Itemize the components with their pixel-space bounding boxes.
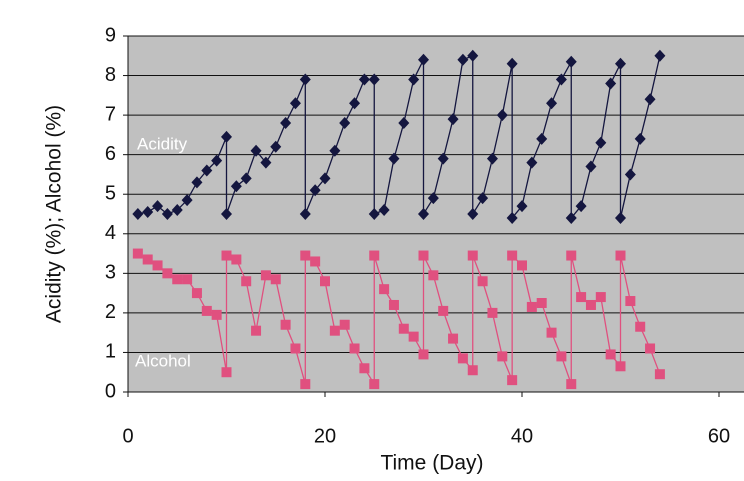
point	[507, 375, 517, 385]
point	[635, 322, 645, 332]
point	[192, 288, 202, 298]
point	[527, 302, 537, 312]
point	[359, 363, 369, 373]
y-tick-label: 7	[105, 103, 116, 125]
point	[222, 367, 232, 377]
chart: Time (Day) Acidity (%); Alcohol (%) Acid…	[0, 0, 744, 481]
y-tick-label: 5	[105, 183, 116, 205]
y-axis-title: Acidity (%); Alcohol (%)	[43, 105, 66, 323]
point	[497, 351, 507, 361]
point	[271, 274, 281, 284]
point	[300, 251, 310, 261]
point	[290, 343, 300, 353]
point	[340, 320, 350, 330]
point	[222, 251, 232, 261]
point	[409, 332, 419, 342]
point	[655, 369, 665, 379]
point	[350, 343, 360, 353]
point	[625, 296, 635, 306]
point	[133, 249, 143, 259]
point	[586, 300, 596, 310]
point	[517, 260, 527, 270]
point	[468, 251, 478, 261]
point	[153, 260, 163, 270]
point	[616, 361, 626, 371]
point	[428, 270, 438, 280]
y-tick-label: 4	[105, 222, 116, 244]
point	[330, 326, 340, 336]
x-tick-label: 40	[511, 425, 533, 447]
point	[537, 298, 547, 308]
point	[172, 274, 182, 284]
point	[241, 276, 251, 286]
point	[566, 251, 576, 261]
point	[251, 326, 261, 336]
point	[507, 251, 517, 261]
point	[261, 270, 271, 280]
y-tick-label: 0	[105, 380, 116, 402]
page: {"chart_data": {"type": "line", "xlabel"…	[0, 0, 744, 481]
point	[468, 365, 478, 375]
point	[143, 254, 153, 264]
point	[162, 268, 172, 278]
point	[596, 292, 606, 302]
point	[231, 254, 241, 264]
point	[487, 308, 497, 318]
point	[606, 349, 616, 359]
x-tick-label: 0	[122, 425, 133, 447]
point	[566, 379, 576, 389]
point	[320, 276, 330, 286]
point	[300, 379, 310, 389]
point	[419, 251, 429, 261]
point	[645, 343, 655, 353]
y-tick-label: 6	[105, 143, 116, 165]
x-tick-label: 60	[708, 425, 730, 447]
point	[458, 353, 468, 363]
point	[399, 324, 409, 334]
point	[212, 310, 222, 320]
point	[547, 328, 557, 338]
y-tick-label: 9	[105, 24, 116, 46]
y-tick-label: 3	[105, 262, 116, 284]
point	[310, 256, 320, 266]
y-tick-label: 8	[105, 64, 116, 86]
point	[389, 300, 399, 310]
point	[478, 276, 488, 286]
point	[576, 292, 586, 302]
point	[369, 251, 379, 261]
point	[438, 306, 448, 316]
point	[281, 320, 291, 330]
point	[419, 349, 429, 359]
point	[379, 284, 389, 294]
x-axis-title: Time (Day)	[380, 452, 483, 475]
point	[616, 251, 626, 261]
point	[182, 274, 192, 284]
y-tick-label: 1	[105, 341, 116, 363]
annotation: Alcohol	[135, 351, 191, 370]
annotation: Acidity	[137, 134, 188, 153]
x-tick-label: 20	[314, 425, 336, 447]
point	[556, 351, 566, 361]
y-tick-label: 2	[105, 301, 116, 323]
point	[369, 379, 379, 389]
point	[202, 306, 212, 316]
point	[448, 334, 458, 344]
